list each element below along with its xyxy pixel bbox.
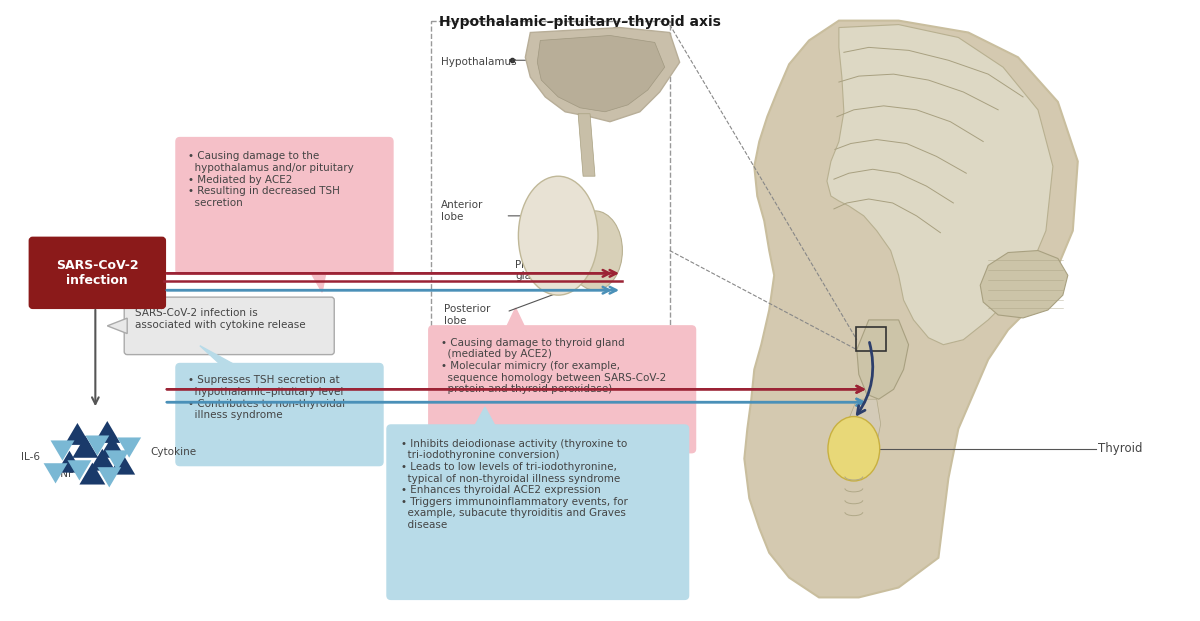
Polygon shape (89, 449, 115, 471)
Text: SARS-CoV-2 infection is
associated with cytokine release: SARS-CoV-2 infection is associated with … (136, 308, 306, 330)
Polygon shape (847, 399, 881, 469)
Text: Pituitary
gland: Pituitary gland (515, 260, 559, 281)
Text: Anterior
lobe: Anterior lobe (440, 200, 484, 222)
Text: Thyroid: Thyroid (1098, 442, 1142, 455)
FancyBboxPatch shape (176, 363, 383, 466)
Polygon shape (56, 451, 83, 473)
Polygon shape (72, 436, 98, 458)
Polygon shape (578, 114, 595, 176)
Polygon shape (95, 421, 120, 443)
Text: Cytokine: Cytokine (150, 446, 197, 456)
Text: • Inhibits deiodionase activity (thyroxine to
  tri-iodothyronine conversion)
• : • Inhibits deiodionase activity (thyroxi… (401, 439, 628, 530)
Polygon shape (538, 35, 665, 112)
Text: Posterior
lobe: Posterior lobe (444, 304, 490, 326)
Polygon shape (505, 308, 526, 330)
FancyBboxPatch shape (30, 238, 166, 308)
Polygon shape (857, 320, 908, 399)
Text: TNF: TNF (54, 468, 74, 479)
Text: SARS-CoV-2
infection: SARS-CoV-2 infection (56, 259, 139, 287)
FancyBboxPatch shape (386, 425, 689, 599)
Text: • Causing damage to the
  hypothalamus and/or pituitary
• Mediated by ACE2
• Res: • Causing damage to the hypothalamus and… (188, 152, 354, 208)
Polygon shape (106, 450, 130, 471)
Text: Hypothalamus: Hypothalamus (440, 57, 516, 67)
Polygon shape (200, 346, 240, 368)
Polygon shape (97, 467, 121, 487)
Ellipse shape (568, 211, 623, 290)
Polygon shape (50, 440, 74, 461)
Polygon shape (744, 20, 1078, 597)
Polygon shape (107, 318, 127, 333)
Text: Hypothalamic–pituitary–thyroid axis: Hypothalamic–pituitary–thyroid axis (439, 15, 721, 29)
FancyBboxPatch shape (428, 326, 696, 453)
Text: IL-6: IL-6 (20, 451, 40, 461)
Polygon shape (65, 423, 90, 445)
Polygon shape (85, 435, 109, 456)
Text: • Causing damage to thyroid gland
  (mediated by ACE2)
• Molecular mimicry (for : • Causing damage to thyroid gland (media… (440, 338, 666, 394)
Polygon shape (118, 437, 142, 458)
Polygon shape (310, 270, 326, 292)
Polygon shape (79, 463, 106, 484)
Polygon shape (109, 453, 136, 474)
Polygon shape (526, 27, 679, 122)
FancyBboxPatch shape (176, 138, 392, 274)
Ellipse shape (518, 176, 598, 295)
FancyBboxPatch shape (125, 297, 335, 355)
Polygon shape (67, 460, 91, 481)
Polygon shape (827, 25, 1052, 345)
Polygon shape (43, 463, 67, 483)
Text: • Supresses TSH secretion at
  hypothalamic–pituitary level
• Contributes to non: • Supresses TSH secretion at hypothalami… (188, 376, 346, 420)
Polygon shape (980, 250, 1068, 318)
Polygon shape (473, 407, 497, 429)
Ellipse shape (828, 417, 880, 481)
Polygon shape (100, 436, 125, 458)
